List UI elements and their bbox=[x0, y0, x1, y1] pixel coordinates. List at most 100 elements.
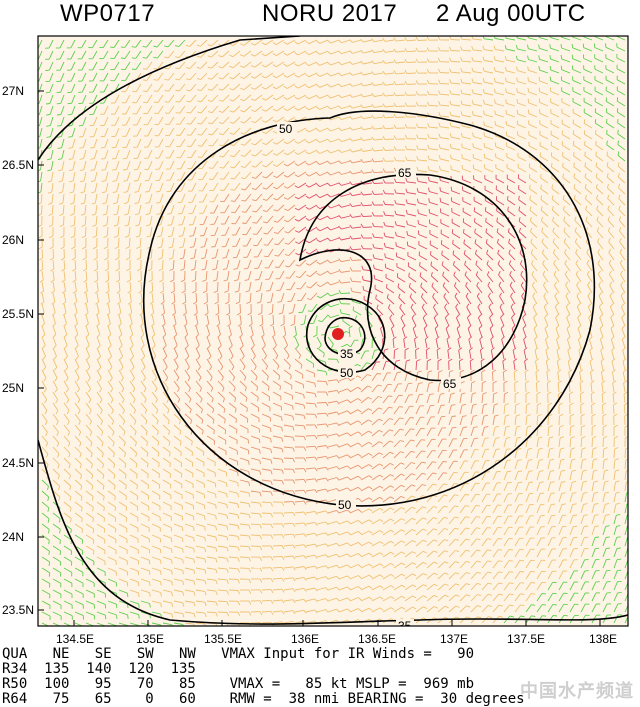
wind-barb-flag bbox=[554, 281, 557, 286]
wind-barb bbox=[148, 193, 153, 203]
wind-barb bbox=[342, 320, 351, 327]
wind-barb bbox=[393, 440, 401, 448]
wind-barb bbox=[172, 259, 175, 270]
wind-barb bbox=[266, 204, 274, 212]
wind-barb bbox=[502, 371, 505, 382]
wind-barb bbox=[115, 149, 120, 159]
wind-barb bbox=[542, 274, 549, 283]
wind-barb bbox=[41, 358, 47, 368]
wind-barb bbox=[352, 83, 362, 87]
wind-barb bbox=[341, 50, 351, 55]
wind-barb bbox=[426, 405, 431, 415]
wind-barb bbox=[118, 270, 121, 281]
wind-barb bbox=[330, 72, 340, 77]
wind-barb-flag bbox=[261, 86, 266, 90]
wind-barb-flag bbox=[338, 214, 342, 219]
wind-barb-flag bbox=[121, 399, 125, 404]
wind-barb bbox=[352, 160, 362, 164]
wind-barb-flag bbox=[522, 314, 526, 318]
wind-barb bbox=[420, 286, 428, 294]
wind-barb bbox=[341, 138, 351, 143]
wind-barb-flag bbox=[482, 45, 485, 50]
wind-barb bbox=[492, 449, 497, 459]
wind-barb bbox=[562, 166, 571, 173]
wind-barb bbox=[85, 325, 90, 335]
wind-barb bbox=[52, 347, 57, 357]
wind-barb bbox=[151, 457, 160, 464]
wind-barb bbox=[211, 72, 219, 80]
wind-barb-flag bbox=[584, 140, 586, 146]
wind-barb-flag bbox=[524, 369, 529, 373]
wind-barb bbox=[617, 165, 626, 173]
wind-barb-flag bbox=[327, 292, 331, 297]
wind-barb-flag bbox=[544, 325, 549, 329]
wind-barb bbox=[286, 39, 296, 45]
wind-barb bbox=[551, 188, 560, 195]
wind-barb bbox=[362, 215, 373, 218]
wind-barb bbox=[490, 350, 494, 360]
wind-barb-flag bbox=[618, 205, 621, 210]
wind-barb-flag bbox=[163, 345, 167, 349]
wind-barb-flag bbox=[512, 336, 516, 340]
wind-barb-flag bbox=[178, 235, 183, 237]
wind-barb-flag bbox=[382, 125, 386, 130]
wind-barb bbox=[39, 127, 43, 137]
wind-barb bbox=[352, 237, 362, 240]
wind-barb bbox=[447, 350, 450, 360]
wind-barb-flag bbox=[295, 252, 300, 256]
wind-barb-flag bbox=[485, 448, 490, 451]
wind-barb bbox=[539, 69, 549, 74]
wind-barb-flag bbox=[71, 246, 76, 250]
wind-barb-flag bbox=[131, 57, 136, 59]
wind-barb bbox=[192, 204, 197, 214]
wind-barb bbox=[250, 358, 257, 367]
wind-barb-flag bbox=[183, 323, 188, 327]
wind-barb bbox=[162, 446, 171, 453]
wind-barb-flag bbox=[592, 424, 597, 428]
wind-barb bbox=[618, 187, 626, 195]
wind-barb-flag bbox=[101, 169, 106, 171]
wind-barb bbox=[283, 457, 294, 459]
wind-barb-flag bbox=[613, 413, 618, 417]
wind-barb-flag bbox=[347, 454, 351, 458]
wind-barb bbox=[426, 416, 432, 426]
wind-barb bbox=[419, 265, 428, 272]
wind-barb bbox=[283, 380, 293, 386]
wind-barb-flag bbox=[462, 415, 467, 417]
wind-barb bbox=[466, 306, 472, 316]
wind-barb-flag bbox=[463, 250, 466, 255]
wind-barb-flag bbox=[131, 46, 136, 48]
wind-barb bbox=[330, 83, 340, 88]
wind-barb-flag bbox=[405, 177, 408, 183]
wind-barb bbox=[213, 215, 219, 225]
wind-barb-flag bbox=[620, 270, 623, 275]
wind-barb-flag bbox=[56, 114, 62, 116]
wind-barb bbox=[38, 105, 43, 115]
wind-barb-flag bbox=[529, 206, 532, 211]
wind-barb-flag bbox=[336, 433, 340, 438]
wind-barb bbox=[418, 234, 428, 239]
wind-barb-flag bbox=[98, 377, 102, 382]
wind-barb bbox=[116, 204, 120, 214]
wind-barb bbox=[572, 47, 582, 52]
wind-barb bbox=[540, 199, 549, 206]
wind-barb-flag bbox=[294, 163, 299, 166]
wind-barb bbox=[506, 48, 516, 52]
wind-barb bbox=[171, 237, 175, 247]
wind-barb bbox=[382, 384, 389, 393]
wind-barb bbox=[92, 94, 98, 104]
wind-barb-flag bbox=[382, 114, 386, 119]
wind-barb bbox=[462, 114, 472, 118]
wind-barb-flag bbox=[544, 314, 548, 318]
wind-barb bbox=[503, 427, 507, 437]
wind-barb-flag bbox=[487, 527, 492, 529]
wind-barb bbox=[195, 292, 198, 303]
wind-barb-flag bbox=[182, 312, 187, 316]
wind-barb bbox=[129, 281, 132, 292]
wind-barb-flag bbox=[158, 463, 160, 468]
wind-barb bbox=[440, 126, 450, 129]
wind-barb-flag bbox=[360, 148, 364, 152]
wind-barb bbox=[173, 369, 180, 378]
wind-barb-flag bbox=[102, 224, 108, 227]
wind-barb-flag bbox=[530, 227, 533, 232]
